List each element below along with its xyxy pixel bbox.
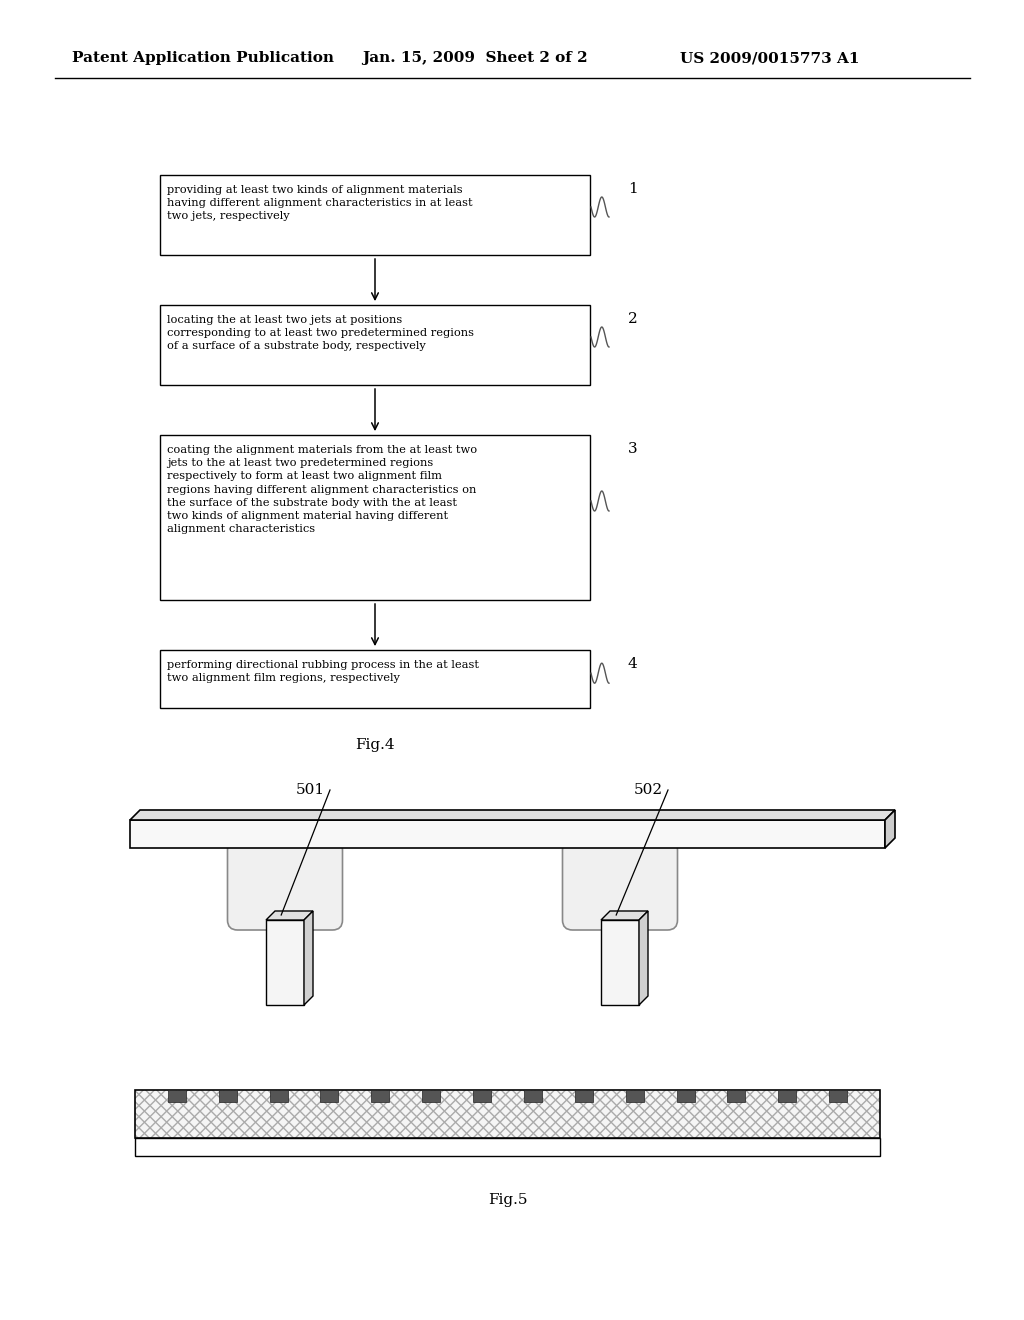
Bar xyxy=(266,920,304,1005)
Text: coating the alignment materials from the at least two
jets to the at least two p: coating the alignment materials from the… xyxy=(167,445,477,535)
Polygon shape xyxy=(639,911,648,1005)
Text: locating the at least two jets at positions
corresponding to at least two predet: locating the at least two jets at positi… xyxy=(167,315,474,351)
Bar xyxy=(372,1090,389,1102)
Bar xyxy=(321,1090,339,1102)
Text: 1: 1 xyxy=(628,182,638,195)
FancyBboxPatch shape xyxy=(227,840,342,931)
Polygon shape xyxy=(266,911,313,920)
Bar xyxy=(135,1138,880,1156)
Bar xyxy=(778,1090,797,1102)
Bar xyxy=(626,1090,644,1102)
Polygon shape xyxy=(601,911,648,920)
Bar xyxy=(160,436,590,601)
Text: Patent Application Publication: Patent Application Publication xyxy=(72,51,334,65)
Text: Fig.4: Fig.4 xyxy=(355,738,395,752)
Bar xyxy=(574,1090,593,1102)
Bar xyxy=(269,1090,288,1102)
Polygon shape xyxy=(130,810,895,820)
Bar xyxy=(160,305,590,385)
Bar xyxy=(829,1090,847,1102)
Text: 2: 2 xyxy=(628,312,638,326)
Text: 502: 502 xyxy=(634,783,663,797)
Bar xyxy=(422,1090,440,1102)
Bar xyxy=(130,820,885,847)
FancyBboxPatch shape xyxy=(562,840,678,931)
Polygon shape xyxy=(304,911,313,1005)
Text: performing directional rubbing process in the at least
two alignment film region: performing directional rubbing process i… xyxy=(167,660,479,684)
Bar xyxy=(219,1090,237,1102)
Bar xyxy=(473,1090,492,1102)
Bar xyxy=(160,649,590,708)
Text: Fig.5: Fig.5 xyxy=(487,1193,527,1206)
Text: 4: 4 xyxy=(628,657,638,671)
Bar xyxy=(135,1090,880,1138)
Bar xyxy=(135,1090,880,1138)
Text: 501: 501 xyxy=(296,783,325,797)
Bar xyxy=(677,1090,694,1102)
Bar xyxy=(135,1090,880,1138)
Text: Jan. 15, 2009  Sheet 2 of 2: Jan. 15, 2009 Sheet 2 of 2 xyxy=(362,51,588,65)
Polygon shape xyxy=(885,810,895,847)
Text: US 2009/0015773 A1: US 2009/0015773 A1 xyxy=(680,51,859,65)
Bar xyxy=(601,920,639,1005)
Text: 3: 3 xyxy=(628,442,638,455)
Bar xyxy=(160,176,590,255)
Bar xyxy=(727,1090,745,1102)
Text: providing at least two kinds of alignment materials
having different alignment c: providing at least two kinds of alignmen… xyxy=(167,185,473,222)
Bar xyxy=(524,1090,542,1102)
Bar xyxy=(168,1090,186,1102)
